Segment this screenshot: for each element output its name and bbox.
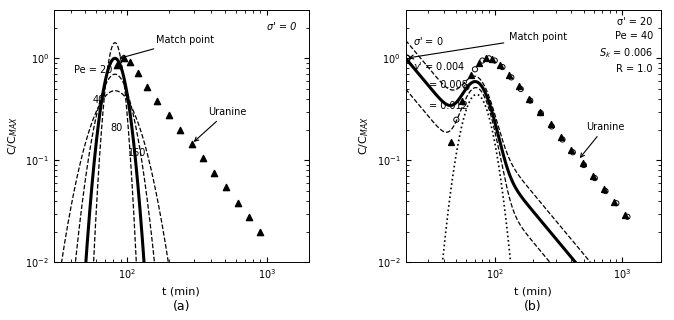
Text: Match point: Match point	[120, 35, 214, 59]
Point	[481, 56, 491, 61]
Point	[152, 99, 162, 104]
Point	[483, 56, 494, 61]
Point	[599, 187, 609, 192]
Text: 40: 40	[92, 95, 104, 105]
Point	[555, 135, 566, 140]
Text: (a): (a)	[173, 300, 190, 313]
Text: σ' = 20
Pe = 40
$S_k$ = 0.006
R = 1.0: σ' = 20 Pe = 40 $S_k$ = 0.006 R = 1.0	[599, 17, 653, 74]
Text: = 0.012: = 0.012	[429, 100, 468, 111]
Point	[255, 229, 266, 234]
Point	[547, 124, 557, 129]
Point	[112, 63, 123, 68]
Point	[466, 73, 477, 78]
Y-axis label: C/C$_{MAX}$: C/C$_{MAX}$	[358, 116, 371, 156]
X-axis label: t (min): t (min)	[162, 287, 200, 297]
Point	[514, 84, 524, 89]
Point	[611, 201, 621, 206]
Point	[578, 161, 588, 166]
Point	[600, 188, 611, 194]
Point	[209, 171, 220, 176]
Point	[456, 99, 467, 104]
Point	[125, 60, 135, 65]
Point	[578, 163, 589, 168]
Point	[175, 127, 185, 132]
Text: Match point: Match point	[410, 32, 568, 59]
Point	[473, 60, 484, 66]
X-axis label: t (min): t (min)	[514, 287, 552, 297]
Point	[589, 176, 600, 181]
Text: σ' = 0: σ' = 0	[267, 22, 296, 32]
Point	[470, 67, 481, 72]
Text: Uranine: Uranine	[580, 122, 624, 157]
Point	[244, 214, 255, 219]
Point	[220, 184, 231, 189]
Point	[451, 117, 462, 122]
Y-axis label: C/C$_{MAX}$: C/C$_{MAX}$	[6, 116, 20, 156]
Point	[566, 148, 577, 153]
Text: Uranine: Uranine	[195, 107, 247, 141]
Point	[119, 56, 129, 61]
Point	[186, 141, 197, 147]
Point	[489, 58, 500, 63]
Point	[504, 72, 515, 77]
Point	[516, 86, 526, 92]
Point	[557, 137, 568, 142]
Text: $\gamma$' = 0.004: $\gamma$' = 0.004	[413, 60, 465, 74]
Point	[609, 199, 620, 204]
Point	[534, 109, 545, 114]
Point	[487, 57, 497, 62]
Point	[133, 70, 144, 76]
Point	[233, 201, 243, 206]
Text: 80: 80	[110, 123, 122, 133]
Point	[525, 98, 536, 103]
Point	[622, 214, 633, 219]
Point	[535, 111, 546, 116]
Point	[588, 173, 599, 179]
Point	[164, 112, 175, 117]
Text: $\sigma$' = 0: $\sigma$' = 0	[413, 35, 444, 47]
Point	[445, 140, 456, 145]
Point	[495, 62, 506, 68]
Point	[524, 96, 534, 101]
Point	[142, 85, 153, 90]
Point	[506, 75, 517, 80]
Point	[197, 156, 208, 161]
Text: 160: 160	[128, 148, 146, 158]
Text: (b): (b)	[524, 300, 542, 313]
Point	[568, 150, 578, 155]
Point	[497, 65, 508, 70]
Point	[461, 85, 472, 90]
Point	[619, 213, 630, 218]
Text: = 0.008: = 0.008	[429, 80, 467, 90]
Point	[477, 58, 488, 63]
Text: Pe = 20: Pe = 20	[74, 65, 113, 75]
Point	[545, 122, 556, 127]
